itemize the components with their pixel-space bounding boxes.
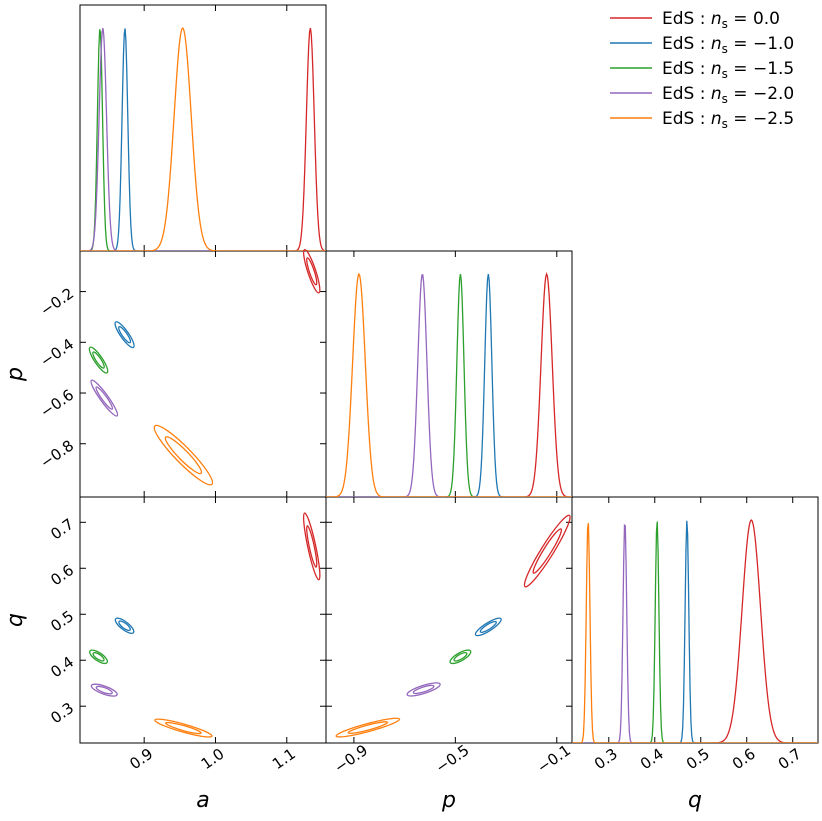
contour-p-q-4-level-2 — [347, 721, 389, 735]
contour-a-q-3-level-1 — [90, 683, 118, 697]
contour-p-q-2-level-2 — [453, 651, 468, 662]
marginal-curve-p-4 — [326, 272, 572, 497]
marginal-curve-a-3 — [80, 28, 326, 251]
contour-a-p-1-level-2 — [118, 326, 132, 344]
x-tick-label-p: −0.9 — [331, 741, 371, 777]
contour-p-q-4-level-1 — [335, 717, 401, 738]
contour-a-p-3-level-2 — [95, 386, 114, 410]
marginal-curve-q-1 — [572, 520, 818, 743]
x-tick-label-a: 1.0 — [198, 745, 228, 773]
marginal-q — [572, 519, 818, 743]
marginal-p — [326, 272, 572, 497]
y-tick-label-q: 0.4 — [47, 653, 77, 681]
axis-labels: a p q p q — [3, 367, 702, 813]
contour-a-p-4-level-1 — [153, 424, 214, 486]
contour-a-q-4-level-1 — [154, 718, 213, 738]
contour-p-q-3-level-2 — [412, 684, 435, 695]
contour-a-q-4-level-2 — [165, 721, 202, 735]
panel-frame-r1c0 — [79, 250, 327, 498]
x-tick-label-q: 0.5 — [683, 745, 713, 773]
x-tick-label-q: 0.6 — [729, 745, 759, 773]
marginal-curve-a-1 — [80, 28, 326, 251]
legend-label-0: EdS : ns = 0.0 — [662, 9, 780, 31]
legend: EdS : ns = 0.0 EdS : ns = −1.0 EdS : ns = … — [610, 9, 794, 131]
contour-a-p-2-level-2 — [92, 351, 105, 369]
contour-p-q-1-level-2 — [479, 620, 497, 633]
legend-label-3: EdS : ns = −2.0 — [662, 84, 794, 106]
y-tick-label-q: 0.3 — [47, 699, 77, 727]
contour-a-q-2-level-2 — [92, 652, 105, 662]
x-tick-label-q: 0.7 — [775, 745, 805, 773]
panel-frame-r1c1 — [325, 250, 573, 498]
contour-p-q-1-level-1 — [474, 617, 502, 637]
marginal-curve-q-4 — [572, 522, 818, 743]
x-axis-label-p: p — [441, 788, 456, 813]
y-tick-label-p: −0.4 — [37, 335, 77, 371]
contour-a-q-0-level-2 — [306, 525, 318, 568]
x-tick-label-q: 0.3 — [591, 745, 621, 773]
contour-a-q-2-level-1 — [89, 649, 109, 665]
contour-a-q-1-level-2 — [118, 620, 131, 632]
y-tick-label-q: 0.7 — [47, 515, 77, 543]
marginal-curve-a-2 — [80, 29, 326, 251]
y-tick-label-p: −0.8 — [37, 436, 77, 472]
contour-p-q-2-level-1 — [449, 649, 472, 665]
marginal-curve-a-4 — [80, 27, 326, 251]
contour-a-p-1-level-1 — [114, 321, 135, 349]
x-axis-label-a: a — [196, 788, 209, 813]
contour-a-q-1-level-1 — [114, 617, 135, 634]
contour-p-q-3-level-1 — [406, 682, 441, 697]
legend-label-4: EdS : ns = −2.5 — [662, 109, 794, 131]
x-tick-label-p: −0.1 — [534, 741, 574, 777]
x-axis-label-q: q — [688, 788, 702, 813]
legend-label-1: EdS : ns = −1.0 — [662, 34, 794, 56]
y-tick-label-p: −0.6 — [37, 386, 77, 422]
marginal-curve-q-3 — [572, 523, 818, 743]
panel-frame-r0c0 — [79, 4, 327, 252]
contour-a-p-0-level-2 — [306, 257, 318, 286]
contour-a-p-3-level-1 — [90, 379, 119, 417]
contour-a-p-0-level-1 — [303, 249, 321, 294]
marginal-curve-q-2 — [572, 521, 818, 743]
y-tick-label-p: −0.2 — [37, 284, 77, 320]
panel-frame-r2c0 — [79, 496, 327, 744]
contour-p-q-0-level-1 — [523, 514, 571, 588]
y-tick-label-q: 0.6 — [47, 561, 77, 589]
marginal-a — [80, 27, 326, 251]
contour-a-p-4-level-2 — [164, 436, 203, 475]
marginal-curve-a-0 — [80, 27, 326, 251]
legend-label-2: EdS : ns = −1.5 — [662, 59, 794, 81]
contour-a-q-3-level-2 — [95, 685, 113, 695]
contour-a-p-2-level-1 — [88, 346, 109, 374]
panel-frame-r2c1 — [325, 496, 573, 744]
marginal-curve-p-0 — [326, 272, 572, 497]
y-axis-label-q: q — [3, 613, 28, 627]
x-tick-label-a: 1.1 — [269, 745, 299, 773]
panel-frame-r2c2 — [571, 496, 819, 744]
y-tick-label-q: 0.5 — [47, 607, 77, 635]
contour-a-q-0-level-1 — [302, 512, 321, 581]
contour-p-q-0-level-2 — [532, 528, 563, 574]
y-axis-label-p: p — [3, 367, 28, 382]
x-tick-label-q: 0.4 — [637, 745, 667, 773]
x-tick-label-p: −0.5 — [432, 741, 472, 777]
x-tick-label-a: 0.9 — [126, 745, 156, 773]
marginal-curve-p-2 — [326, 273, 572, 497]
marginal-curve-q-0 — [572, 519, 818, 743]
